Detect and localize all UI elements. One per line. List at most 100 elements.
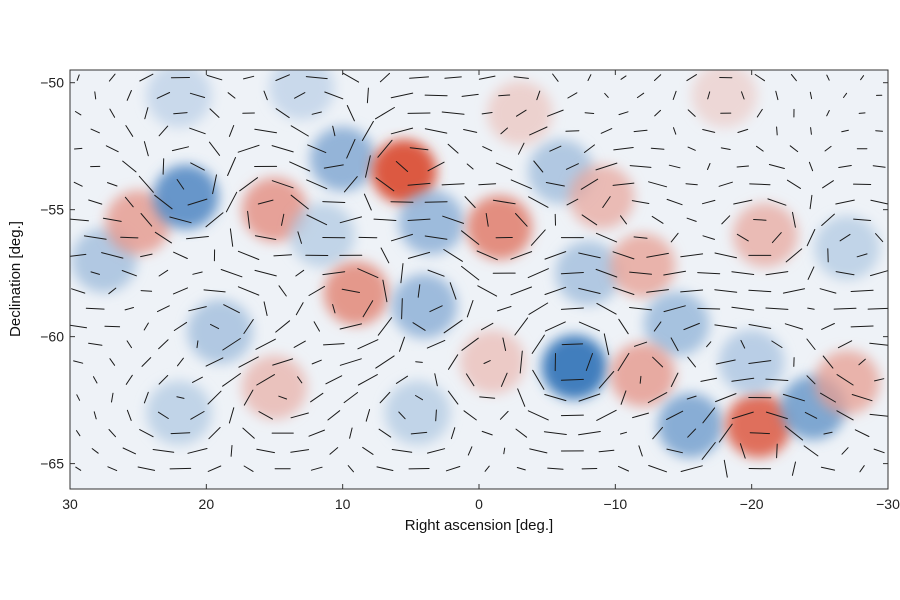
polarization-vector-404 [748, 360, 772, 364]
polarization-vector-340 [210, 323, 220, 330]
polarization-vector-149 [239, 177, 258, 192]
polarization-vector-25 [126, 90, 132, 101]
polarization-vector-78 [290, 125, 309, 137]
polarization-vector-174 [290, 194, 309, 210]
polarization-vector-129 [395, 161, 409, 172]
polarization-vector-521 [666, 448, 683, 454]
polarization-vector-41 [672, 90, 677, 100]
polarization-vector-416 [357, 374, 378, 386]
polarization-vector-201 [373, 218, 397, 221]
map-blob-10 [391, 274, 458, 339]
polarization-vector-539 [445, 466, 461, 472]
polarization-vector-458 [157, 411, 169, 419]
map-blob-5 [309, 126, 376, 191]
map-blob-13 [146, 380, 212, 445]
polarization-vector-15 [587, 74, 592, 81]
polarization-vector-392 [339, 358, 362, 366]
polarization-vector-184 [631, 200, 650, 204]
polarization-vector-14 [552, 73, 559, 82]
polarization-vector-143 [872, 165, 886, 168]
map-blob-11 [187, 299, 253, 364]
polarization-vector-27 [189, 92, 206, 98]
polarization-vector-185 [666, 198, 683, 206]
polarization-vector-81 [390, 127, 414, 135]
polarization-vector-498 [687, 428, 697, 438]
polarization-vector-356 [748, 324, 772, 329]
polarization-vector-307 [714, 289, 738, 293]
polarization-vector-532 [207, 465, 222, 472]
polarization-vector-397 [519, 350, 523, 374]
polarization-vector-500 [749, 432, 770, 435]
x-axis-label: Right ascension [deg.] [405, 517, 553, 534]
polarization-vector-97 [105, 145, 119, 153]
polarization-vector-121 [122, 160, 137, 173]
polarization-vector-533 [243, 465, 254, 472]
polarization-vector-73 [125, 125, 134, 137]
polarization-vector-419 [465, 373, 475, 387]
polarization-vector-80 [361, 120, 374, 141]
polarization-vector-305 [646, 289, 669, 293]
x-tick-label: −30 [876, 496, 900, 512]
polarization-vector-217 [120, 236, 139, 239]
polarization-vector-447 [578, 393, 601, 402]
polarization-vector-259 [714, 252, 737, 259]
polarization-vector-293 [237, 286, 260, 296]
polarization-vector-270 [295, 269, 305, 277]
polarization-vector-456 [93, 411, 97, 420]
polarization-vector-204 [485, 213, 489, 227]
polarization-vector-391 [311, 359, 322, 365]
polarization-vector-172 [225, 191, 238, 213]
polarization-vector-302 [544, 286, 567, 295]
polarization-vector-524 [776, 443, 778, 459]
polarization-vector-375 [603, 333, 610, 356]
polarization-vector-65 [654, 109, 661, 117]
polarization-vector-377 [670, 337, 679, 352]
polarization-vector-63 [584, 112, 595, 114]
polarization-vector-207 [581, 214, 598, 226]
polarization-vector-299 [449, 282, 457, 300]
polarization-vector-194 [140, 213, 153, 227]
map-blob-9 [323, 261, 390, 326]
polarization-vector-99 [171, 146, 189, 152]
polarization-vector-520 [638, 445, 643, 457]
polarization-vector-159 [580, 178, 599, 190]
y-tick-label: −60 [40, 329, 64, 345]
polarization-vector-139 [736, 165, 749, 168]
polarization-vector-18 [686, 74, 697, 82]
polarization-vector-470 [560, 414, 584, 417]
polarization-vector-434 [143, 391, 149, 404]
polarization-vector-510 [290, 449, 310, 453]
polarization-vector-311 [850, 289, 874, 292]
map-blob-33 [691, 70, 758, 128]
polarization-vector-376 [634, 341, 648, 347]
polarization-vector-514 [427, 448, 446, 454]
polarization-vector-1 [108, 73, 116, 82]
polarization-vector-177 [390, 201, 414, 203]
polarization-vector-436 [207, 390, 222, 405]
polarization-vector-489 [378, 428, 392, 438]
polarization-vector-212 [753, 219, 767, 221]
polarization-vector-108 [482, 146, 493, 152]
polarization-vector-158 [545, 182, 565, 187]
polarization-vector-516 [503, 447, 506, 455]
polarization-vector-426 [700, 377, 718, 382]
polarization-vector-386 [141, 357, 152, 367]
polarization-vector-126 [289, 161, 311, 172]
polarization-vector-249 [380, 247, 390, 264]
polarization-vector-95 [875, 130, 883, 132]
polarization-vector-181 [528, 196, 549, 208]
polarization-vector-130 [427, 161, 445, 172]
polarization-vector-368 [357, 339, 379, 350]
polarization-vector-198 [281, 213, 285, 226]
polarization-vector-146 [138, 175, 154, 193]
polarization-vector-410 [158, 375, 169, 385]
map-blob-28 [459, 329, 526, 395]
polarization-vector-17 [654, 74, 662, 81]
polarization-vector-171 [187, 198, 208, 206]
polarization-vector-435 [176, 396, 185, 399]
polarization-vector-84 [500, 127, 508, 135]
polarization-vector-338 [143, 322, 149, 331]
polarization-vector-55 [311, 111, 322, 115]
y-tick-label: −65 [40, 456, 64, 472]
polarization-vector-264 [90, 271, 100, 275]
